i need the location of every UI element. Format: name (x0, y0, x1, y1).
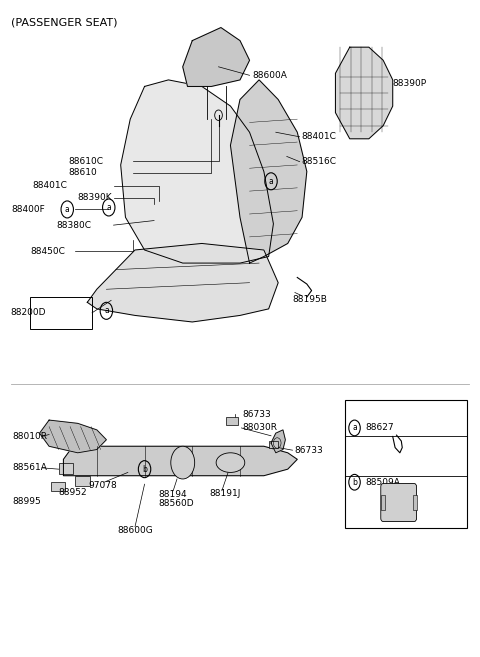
Bar (75, 476, 90, 486)
Text: 88600G: 88600G (117, 526, 153, 535)
Text: 88195B: 88195B (292, 294, 327, 304)
Polygon shape (39, 420, 107, 453)
Text: b: b (142, 464, 147, 474)
Text: 88194: 88194 (159, 489, 188, 499)
Text: 88400F: 88400F (11, 205, 45, 214)
Bar (226, 417, 238, 425)
Text: 86733: 86733 (242, 411, 271, 419)
Polygon shape (336, 47, 393, 139)
Polygon shape (230, 80, 307, 263)
Text: 88610: 88610 (68, 168, 97, 177)
Bar (59, 463, 73, 474)
Text: 88450C: 88450C (30, 247, 65, 256)
Text: 88561A: 88561A (12, 463, 47, 472)
Text: a: a (269, 177, 274, 186)
Text: b: b (352, 478, 357, 487)
Polygon shape (120, 80, 274, 263)
Text: 97078: 97078 (88, 481, 117, 490)
Text: 88509A: 88509A (365, 478, 400, 487)
Text: 88390P: 88390P (393, 79, 427, 87)
Circle shape (171, 446, 195, 479)
Bar (381, 495, 384, 510)
Text: 88995: 88995 (12, 497, 41, 507)
Text: 88610C: 88610C (68, 156, 103, 166)
Polygon shape (183, 28, 250, 87)
Text: 88191J: 88191J (209, 489, 240, 498)
Text: 88010R: 88010R (12, 432, 47, 441)
FancyBboxPatch shape (345, 401, 467, 528)
Text: a: a (104, 306, 109, 315)
Text: (PASSENGER SEAT): (PASSENGER SEAT) (11, 18, 118, 28)
Text: a: a (352, 424, 357, 432)
FancyBboxPatch shape (381, 484, 417, 522)
Bar (51, 482, 65, 491)
Text: 88952: 88952 (59, 487, 87, 497)
Text: a: a (107, 203, 111, 212)
Text: 88401C: 88401C (301, 132, 336, 141)
Text: 88627: 88627 (365, 424, 394, 432)
Text: 88401C: 88401C (33, 181, 67, 191)
Text: 88030R: 88030R (242, 424, 277, 432)
Text: a: a (65, 205, 70, 214)
Text: 86733: 86733 (294, 445, 323, 455)
Text: 88516C: 88516C (301, 157, 336, 166)
Bar (269, 441, 278, 447)
Polygon shape (271, 430, 285, 453)
Ellipse shape (216, 453, 245, 472)
Polygon shape (87, 244, 278, 322)
Bar (413, 495, 417, 510)
Polygon shape (63, 446, 297, 476)
Text: 88380C: 88380C (56, 221, 91, 230)
Text: 88200D: 88200D (10, 308, 46, 317)
Text: 88600A: 88600A (252, 71, 287, 79)
Text: 88390K: 88390K (78, 193, 112, 202)
Text: 88560D: 88560D (159, 499, 194, 509)
